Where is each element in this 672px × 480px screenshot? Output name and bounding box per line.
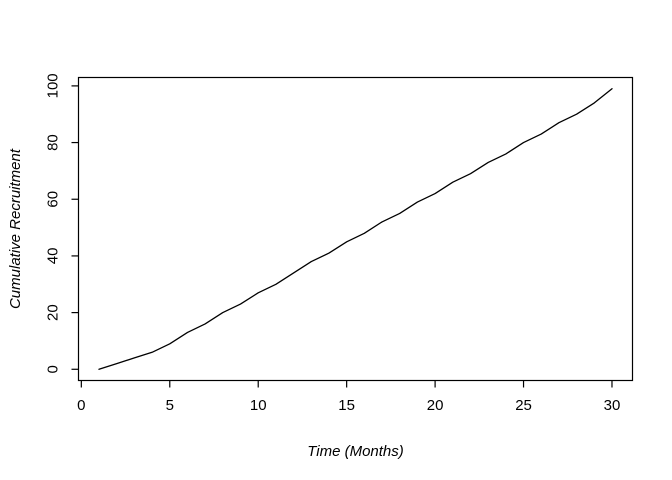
y-tick-label: 60 — [45, 191, 62, 208]
x-tick-label: 30 — [604, 397, 621, 414]
x-tick-label: 10 — [250, 397, 267, 414]
y-axis: 0 20 40 60 80 100 — [45, 73, 79, 373]
recruitment-line — [98, 88, 613, 370]
x-axis: 0 5 10 15 20 25 30 — [77, 380, 621, 414]
x-tick-label: 5 — [166, 397, 174, 414]
y-tick-label: 0 — [45, 365, 62, 373]
plot-box — [77, 76, 634, 382]
y-tick-label: 100 — [45, 73, 62, 98]
x-axis-title: Time (Months) — [307, 443, 404, 460]
y-tick-label: 20 — [45, 304, 62, 321]
x-tick-label: 25 — [515, 397, 532, 414]
x-tick-label: 0 — [77, 397, 85, 414]
x-tick-label: 20 — [427, 397, 444, 414]
y-tick-label: 80 — [45, 134, 62, 151]
y-axis-title: Cumulative Recruitment — [7, 148, 24, 309]
x-tick-label: 15 — [338, 397, 355, 414]
y-tick-label: 40 — [45, 248, 62, 265]
